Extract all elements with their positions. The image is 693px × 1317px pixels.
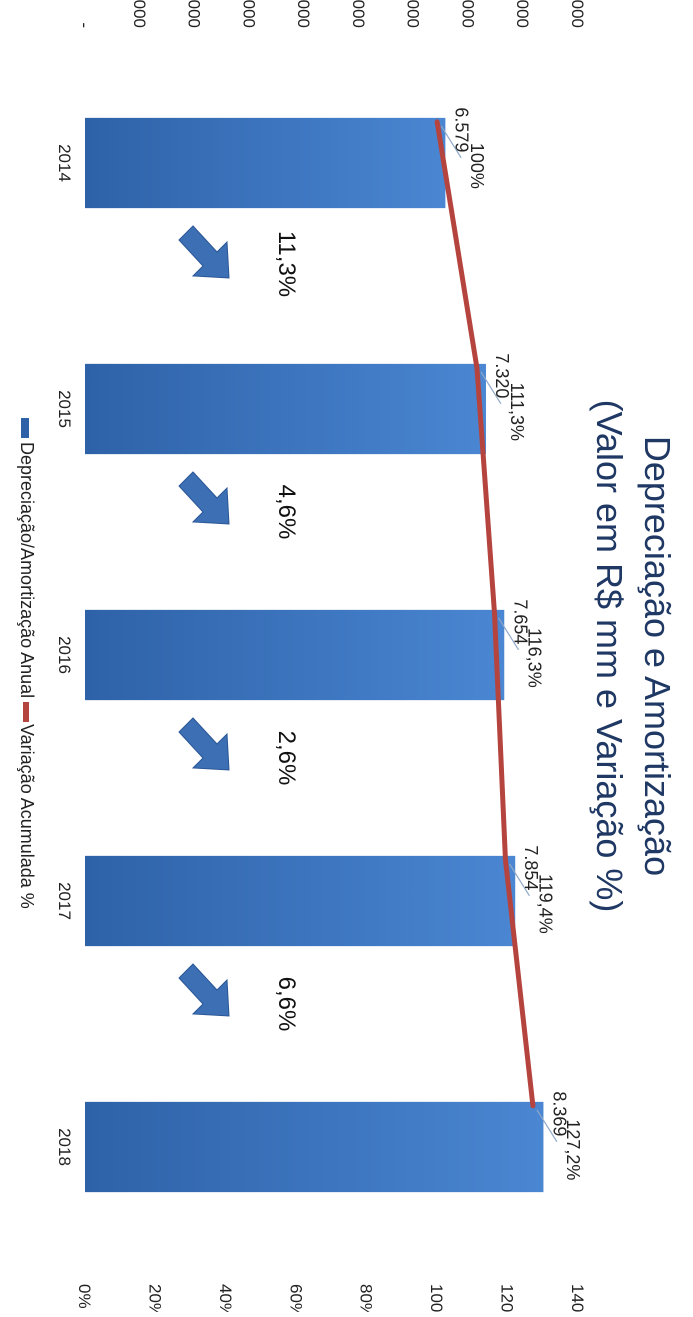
line-group: [434, 119, 536, 1109]
left-axis-tick-label: 2.000: [185, 0, 204, 28]
left-axis-tick-label: 3.000: [239, 0, 258, 28]
legend: Depreciação/Amortização Anual Variação Ac…: [17, 418, 37, 909]
left-axis-tick-label: 9.000: [568, 0, 587, 28]
variation-arrow: [178, 225, 230, 279]
data-labels-group: 6.579 7.320 7.654 7.854 8.369 100% 111,3% 116,3…: [440, 107, 583, 1180]
right-axis-tick-label: 0%: [75, 1284, 94, 1309]
line-data-label: 111,3%: [507, 383, 527, 441]
x-axis-tick-label: 2016: [55, 636, 74, 674]
leader-line: [536, 1109, 558, 1143]
variation-annotation: 6,6%: [273, 977, 300, 1032]
axes-group: - 1.000 2.000 3.000 4.000 5.000 6.000 7.000 8.00…: [55, 0, 587, 1317]
variation-arrow: [178, 717, 230, 771]
leader-line: [508, 863, 530, 897]
line-point: [474, 365, 479, 370]
right-axis-tick-label: 20%: [145, 1284, 164, 1312]
left-axis-tick-label: 6.000: [404, 0, 423, 28]
left-axis-tick-label: 8.000: [513, 0, 532, 28]
bar-data-label: 6.579: [451, 107, 471, 152]
right-axis-tick-label: 60%: [286, 1284, 305, 1312]
line-data-label: 127,2%: [563, 1119, 583, 1180]
legend-line-swatch: [23, 702, 29, 722]
right-axis-tick-label: 120%: [498, 1284, 517, 1312]
bar-data-label: 7.320: [492, 353, 512, 398]
left-axis-tick-label: 7.000: [458, 0, 477, 28]
line-point: [492, 611, 497, 616]
bar-data-label: 7.854: [521, 845, 541, 890]
bar: [85, 855, 516, 947]
chart-subtitle: (Valor em R$ mm e Variação %): [589, 400, 630, 913]
leader-line: [480, 371, 502, 405]
x-axis-tick-label: 2017: [55, 882, 74, 920]
legend-bar-label: Depreciação/Amortização Anual: [17, 442, 37, 698]
chart-title-group: Depreciação e Amortização (Valor em R$ m…: [589, 400, 678, 913]
left-axis-tick-label: 4.000: [294, 0, 313, 28]
bar: [85, 363, 486, 455]
legend-bar-swatch: [21, 418, 29, 438]
line-point: [435, 119, 440, 124]
left-axis-tick-label: -: [75, 22, 94, 28]
line-data-label: 100%: [467, 143, 487, 189]
bar-data-label: 8.369: [549, 1091, 569, 1136]
chart-title: Depreciação e Amortização: [637, 436, 678, 876]
variation-annotation: 11,3%: [273, 231, 300, 297]
left-axis-tick-label: 1.000: [130, 0, 149, 28]
right-axis-tick-label: 140%: [568, 1284, 587, 1312]
variation-arrow: [178, 963, 230, 1017]
right-axis-tick-label: 80%: [357, 1284, 376, 1312]
leader-line: [498, 617, 520, 651]
variation-annotation: 2,6%: [273, 731, 300, 786]
variation-annotation: 4,6%: [273, 485, 300, 540]
legend-line-label: Variação Acumulada %: [17, 724, 37, 909]
right-axis-tick-label: 100%: [427, 1284, 446, 1312]
line-data-label: 116,3%: [525, 628, 545, 688]
right-axis-tick-label: 40%: [216, 1284, 235, 1312]
bar-data-label: 7.654: [510, 599, 530, 644]
x-axis-tick-label: 2014: [55, 144, 74, 182]
variation-arrow: [178, 471, 230, 525]
left-axis-tick-label: 5.000: [349, 0, 368, 28]
leader-line: [440, 125, 462, 159]
bar: [85, 1101, 544, 1193]
line-point: [503, 857, 508, 862]
bars-group: [85, 117, 544, 1193]
x-axis-tick-label: 2015: [55, 390, 74, 428]
bar: [85, 609, 505, 701]
bar: [85, 117, 446, 209]
x-axis-tick-label: 2018: [55, 1128, 74, 1166]
annotations-group: 11,3% 4,6% 2,6% 6,6%: [178, 225, 300, 1032]
line-data-label: 119,4%: [535, 874, 555, 934]
line-point: [530, 1103, 535, 1108]
